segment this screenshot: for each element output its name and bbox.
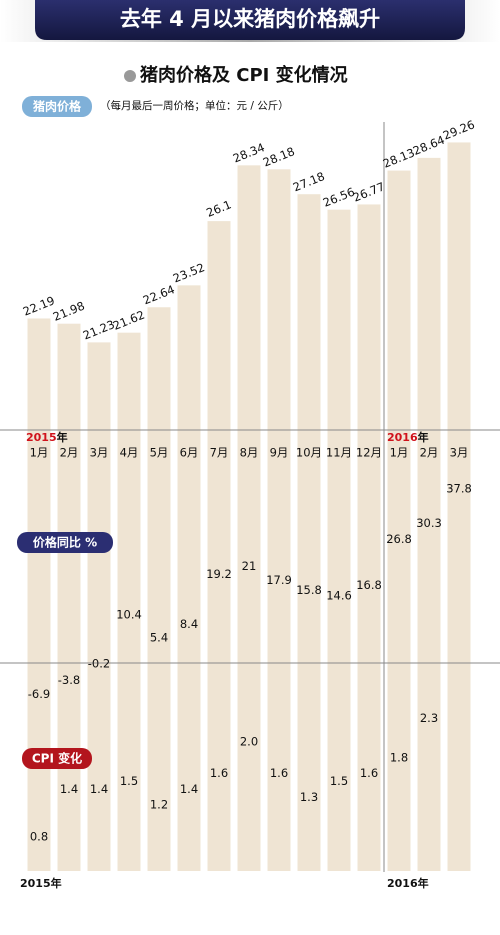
- yoy-pill: [17, 532, 113, 553]
- bar: [117, 332, 141, 871]
- header-band: [35, 0, 465, 40]
- chart-title: 猪肉价格及 CPI 变化情况: [139, 64, 348, 86]
- cpi-pill: [22, 748, 92, 769]
- bar: [357, 204, 381, 871]
- x-tick-label: 9月: [270, 446, 289, 460]
- value-label: 28.18: [261, 144, 297, 169]
- cpi-value: 1.4: [60, 782, 78, 796]
- cpi-value: 1.6: [270, 766, 288, 780]
- value-label: 26.77: [351, 179, 387, 204]
- cpi-value: 0.8: [30, 829, 48, 843]
- bar: [267, 169, 291, 871]
- bar: [57, 323, 81, 871]
- value-label: 28.13: [381, 145, 417, 170]
- value-label: 29.26: [441, 117, 477, 142]
- cpi-value: 2.3: [420, 711, 438, 725]
- cpi-value: 1.3: [300, 790, 318, 804]
- bottom-year: 2016年: [387, 876, 429, 890]
- cpi-value: 1.8: [390, 750, 408, 764]
- note: （每月最后一周价格；单位：元 / 公斤）: [100, 99, 289, 112]
- yoy-value: 17.9: [266, 573, 292, 587]
- value-label: 21.62: [111, 308, 147, 333]
- bar: [447, 142, 471, 871]
- x-tick-label: 2月: [420, 446, 439, 460]
- value-label: 28.64: [411, 133, 447, 158]
- value-label: 22.19: [21, 293, 57, 318]
- value-label: 28.34: [231, 140, 267, 165]
- x-tick-label: 3月: [90, 446, 109, 460]
- yoy-value: 8.4: [180, 617, 198, 631]
- year-mark: 2016年: [387, 430, 429, 444]
- yoy-label: 价格同比 %: [33, 535, 97, 550]
- cpi-value: 1.6: [210, 766, 228, 780]
- x-tick-label: 5月: [150, 446, 169, 460]
- value-label: 27.18: [291, 169, 327, 194]
- bar: [417, 157, 441, 871]
- x-tick-label: 4月: [120, 446, 139, 460]
- x-tick-label: 11月: [326, 446, 352, 460]
- cpi-value: 1.6: [360, 766, 378, 780]
- cpi-value: 2.0: [240, 735, 258, 749]
- bar: [87, 342, 111, 871]
- bar: [297, 194, 321, 871]
- bars: [27, 142, 471, 872]
- yoy-value: 14.6: [326, 588, 352, 602]
- cpi-value: 1.5: [330, 774, 348, 788]
- yoy-value: -6.9: [28, 687, 50, 701]
- x-tick-label: 1月: [390, 446, 409, 460]
- series-pill: [22, 96, 92, 117]
- series-label: 猪肉价格: [32, 99, 82, 114]
- year-mark: 2015年: [26, 430, 68, 444]
- x-tick-label: 6月: [180, 446, 199, 460]
- value-label: 26.1: [204, 197, 233, 220]
- yoy-value: 16.8: [356, 578, 382, 592]
- value-label: 21.98: [51, 299, 87, 324]
- cpi-value: 1.4: [180, 782, 198, 796]
- bar: [327, 209, 351, 871]
- value-label: 22.64: [141, 282, 177, 307]
- bar: [387, 170, 411, 872]
- cpi-value: 1.5: [120, 774, 138, 788]
- x-tick-label: 3月: [450, 446, 469, 460]
- x-tick-label: 12月: [356, 446, 382, 460]
- yoy-value: 37.8: [446, 482, 472, 496]
- header-title: 去年 4 月以来猪肉价格飙升: [120, 7, 380, 31]
- cpi-value: 1.4: [90, 782, 108, 796]
- x-tick-label: 10月: [296, 446, 322, 460]
- yoy-value: -3.8: [58, 673, 80, 687]
- bullet: [124, 70, 136, 82]
- bar: [237, 165, 261, 872]
- yoy-value: -0.2: [88, 656, 110, 670]
- yoy-value: 10.4: [116, 608, 142, 622]
- yoy-value: 30.3: [416, 516, 442, 530]
- yoy-value: 15.8: [296, 583, 322, 597]
- x-tick-label: 2月: [60, 446, 79, 460]
- value-label: 23.52: [171, 260, 207, 285]
- x-tick-label: 1月: [30, 446, 49, 460]
- bottom-year: 2015年: [20, 876, 62, 890]
- x-tick-label: 8月: [240, 446, 259, 460]
- bar: [177, 285, 201, 871]
- value-label: 26.56: [321, 185, 357, 210]
- yoy-value: 19.2: [206, 567, 232, 581]
- yoy-value: 21: [242, 559, 257, 573]
- bar: [27, 318, 51, 871]
- bar: [207, 221, 231, 872]
- cpi-label: CPI 变化: [32, 751, 82, 766]
- x-tick-label: 7月: [210, 446, 229, 460]
- yoy-value: 26.8: [386, 532, 412, 546]
- yoy-value: 5.4: [150, 631, 168, 645]
- bar: [147, 307, 171, 871]
- cpi-value: 1.2: [150, 798, 168, 812]
